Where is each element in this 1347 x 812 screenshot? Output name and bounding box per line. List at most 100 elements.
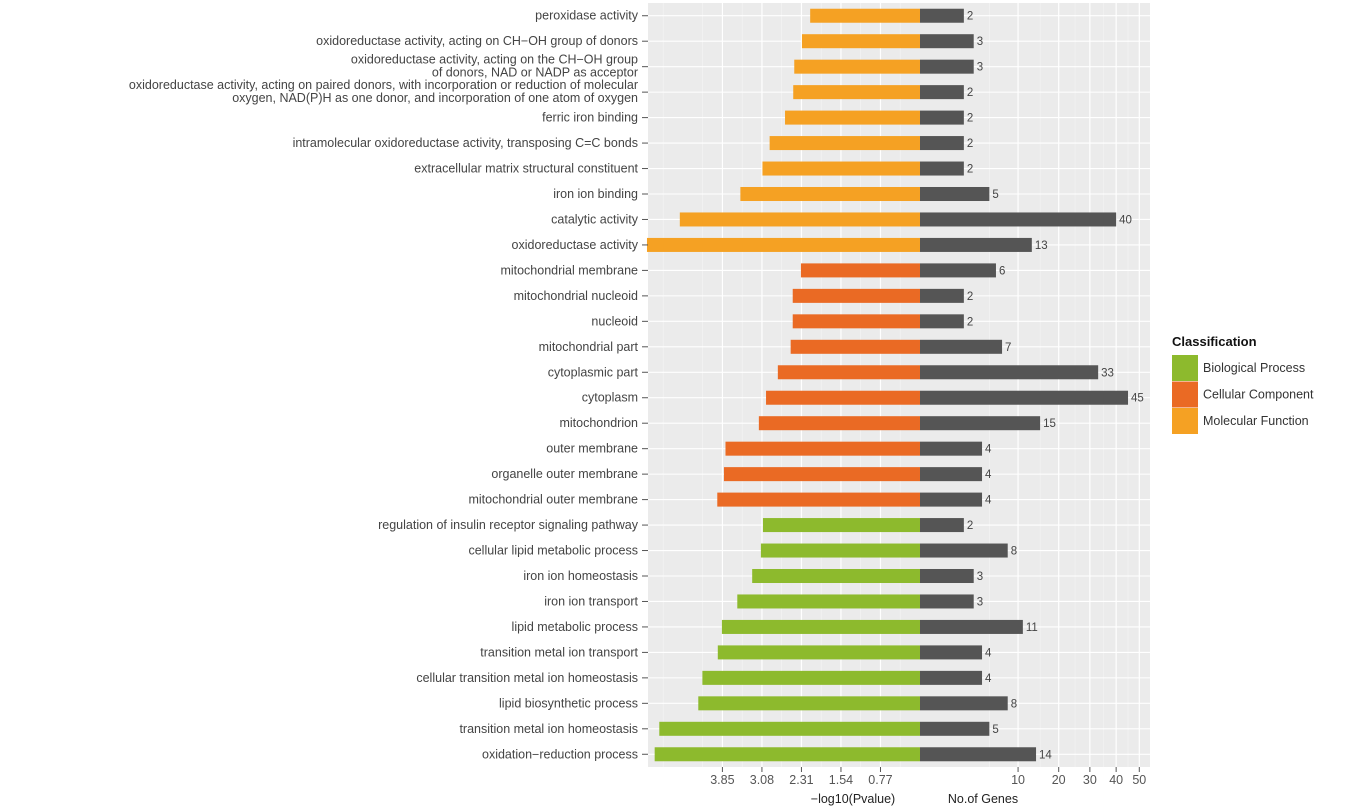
gene-count-label: 3	[977, 571, 983, 583]
gene-count-label: 2	[967, 520, 973, 532]
category-label: mitochondrial membrane	[500, 263, 638, 277]
gene-count-label: 8	[1011, 546, 1017, 558]
gene-count-label: 2	[967, 113, 973, 125]
category-label: outer membrane	[546, 442, 638, 456]
gene-count-label: 3	[977, 36, 983, 48]
pvalue-bar	[646, 237, 920, 252]
category-label: cytoplasmic part	[548, 365, 639, 379]
category-label: of donors, NAD or NADP as acceptor	[432, 66, 638, 80]
gene-count-label: 40	[1119, 214, 1132, 226]
gene-count-label: 45	[1131, 393, 1144, 405]
pvalue-bar	[801, 34, 920, 49]
category-axis: peroxidase activity oxidoreductase activi…	[129, 9, 648, 761]
x-tick-label-pvalue: 2.31	[789, 773, 813, 787]
pvalue-bar	[659, 721, 920, 736]
gene-count-label: 2	[967, 316, 973, 328]
pvalue-bar	[793, 85, 920, 100]
gene-count-bar	[920, 212, 1117, 227]
gene-count-bar	[920, 390, 1129, 405]
category-label: mitochondrion	[559, 416, 638, 430]
pvalue-bar	[800, 263, 920, 278]
pvalue-bar	[792, 314, 920, 329]
gene-count-label: 3	[977, 596, 983, 608]
gene-count-label: 33	[1101, 367, 1114, 379]
gene-count-label: 13	[1035, 240, 1048, 252]
category-label: regulation of insulin receptor signaling…	[378, 518, 639, 532]
category-label: catalytic activity	[551, 212, 639, 226]
x-tick-label-genes: 10	[1011, 773, 1025, 787]
legend-label: Cellular Component	[1203, 388, 1314, 402]
gene-count-bar	[920, 339, 1003, 354]
x-axis-title-genes: No.of Genes	[948, 792, 1018, 806]
category-label: mitochondrial part	[539, 340, 639, 354]
gene-count-label: 4	[985, 469, 992, 481]
legend-title: Classification	[1172, 334, 1257, 349]
gene-count-label: 2	[967, 291, 973, 303]
category-label: iron ion transport	[544, 594, 638, 608]
category-label: oxygen, NAD(P)H as one donor, and incorp…	[232, 91, 638, 105]
right-panel-background	[920, 3, 1150, 767]
pvalue-bar	[762, 518, 920, 533]
gene-count-bar	[920, 747, 1037, 762]
pvalue-bar	[679, 212, 920, 227]
pvalue-bar	[698, 696, 920, 711]
gene-count-bar	[920, 696, 1008, 711]
category-label: oxidoreductase activity, acting on paire…	[129, 78, 638, 92]
gene-count-bar	[920, 670, 983, 685]
pvalue-bar	[752, 568, 920, 584]
category-label: lipid biosynthetic process	[499, 696, 638, 710]
pvalue-bar	[762, 161, 920, 176]
gene-count-bar	[920, 237, 1032, 252]
pvalue-bar	[721, 619, 920, 634]
gene-count-label: 2	[967, 11, 973, 23]
pvalue-bar	[785, 110, 920, 125]
category-label: cellular lipid metabolic process	[468, 544, 638, 558]
pvalue-bar	[702, 670, 920, 685]
gene-count-bar	[920, 288, 964, 303]
gene-count-label: 14	[1039, 749, 1052, 761]
pvalue-bar	[792, 288, 920, 303]
category-label: transition metal ion transport	[480, 645, 638, 659]
gene-count-bar	[920, 34, 974, 49]
x-axes: 3.85 3.08 2.31 1.54 0.77 10 20 30 40 50	[710, 767, 1146, 787]
pvalue-bar	[758, 416, 920, 431]
gene-count-label: 5	[992, 724, 998, 736]
category-label: iron ion homeostasis	[523, 569, 638, 583]
category-label: cellular transition metal ion homeostasi…	[416, 671, 638, 685]
category-label: ferric iron binding	[542, 111, 638, 125]
x-tick-label-pvalue: 0.77	[868, 773, 892, 787]
legend-swatch	[1172, 355, 1198, 381]
category-label: peroxidase activity	[535, 9, 639, 23]
left-panel-background	[648, 3, 920, 767]
gene-count-label: 11	[1026, 622, 1038, 634]
gene-count-label: 4	[985, 673, 992, 685]
category-label: lipid metabolic process	[512, 620, 638, 634]
category-label: cytoplasm	[582, 391, 638, 405]
legend-label: Biological Process	[1203, 361, 1305, 375]
pvalue-bar	[790, 339, 920, 354]
x-tick-label-pvalue: 3.08	[750, 773, 774, 787]
gene-count-bar	[920, 492, 983, 507]
gene-count-bar	[920, 568, 974, 584]
pvalue-bar	[717, 645, 920, 660]
gene-count-label: 2	[967, 164, 973, 176]
category-label: intramolecular oxidoreductase activity, …	[293, 136, 638, 150]
x-axis-title-pvalue: −log10(Pvalue)	[811, 792, 895, 806]
gene-count-label: 4	[985, 495, 992, 507]
gene-count-bar	[920, 518, 964, 533]
pvalue-bar	[737, 594, 920, 609]
gene-count-label: 15	[1043, 418, 1056, 430]
category-label: oxidation−reduction process	[482, 747, 638, 761]
gene-count-label: 8	[1011, 698, 1017, 710]
category-label: transition metal ion homeostasis	[459, 722, 638, 736]
pvalue-bar	[725, 441, 920, 456]
gene-count-bar	[920, 543, 1008, 558]
category-label: mitochondrial outer membrane	[468, 493, 638, 507]
legend: Classification Biological Process Cellula…	[1172, 334, 1314, 434]
x-tick-label-pvalue: 3.85	[710, 773, 734, 787]
legend-label: Molecular Function	[1203, 414, 1309, 428]
gene-count-label: 5	[992, 189, 998, 201]
pvalue-bar	[769, 136, 920, 151]
